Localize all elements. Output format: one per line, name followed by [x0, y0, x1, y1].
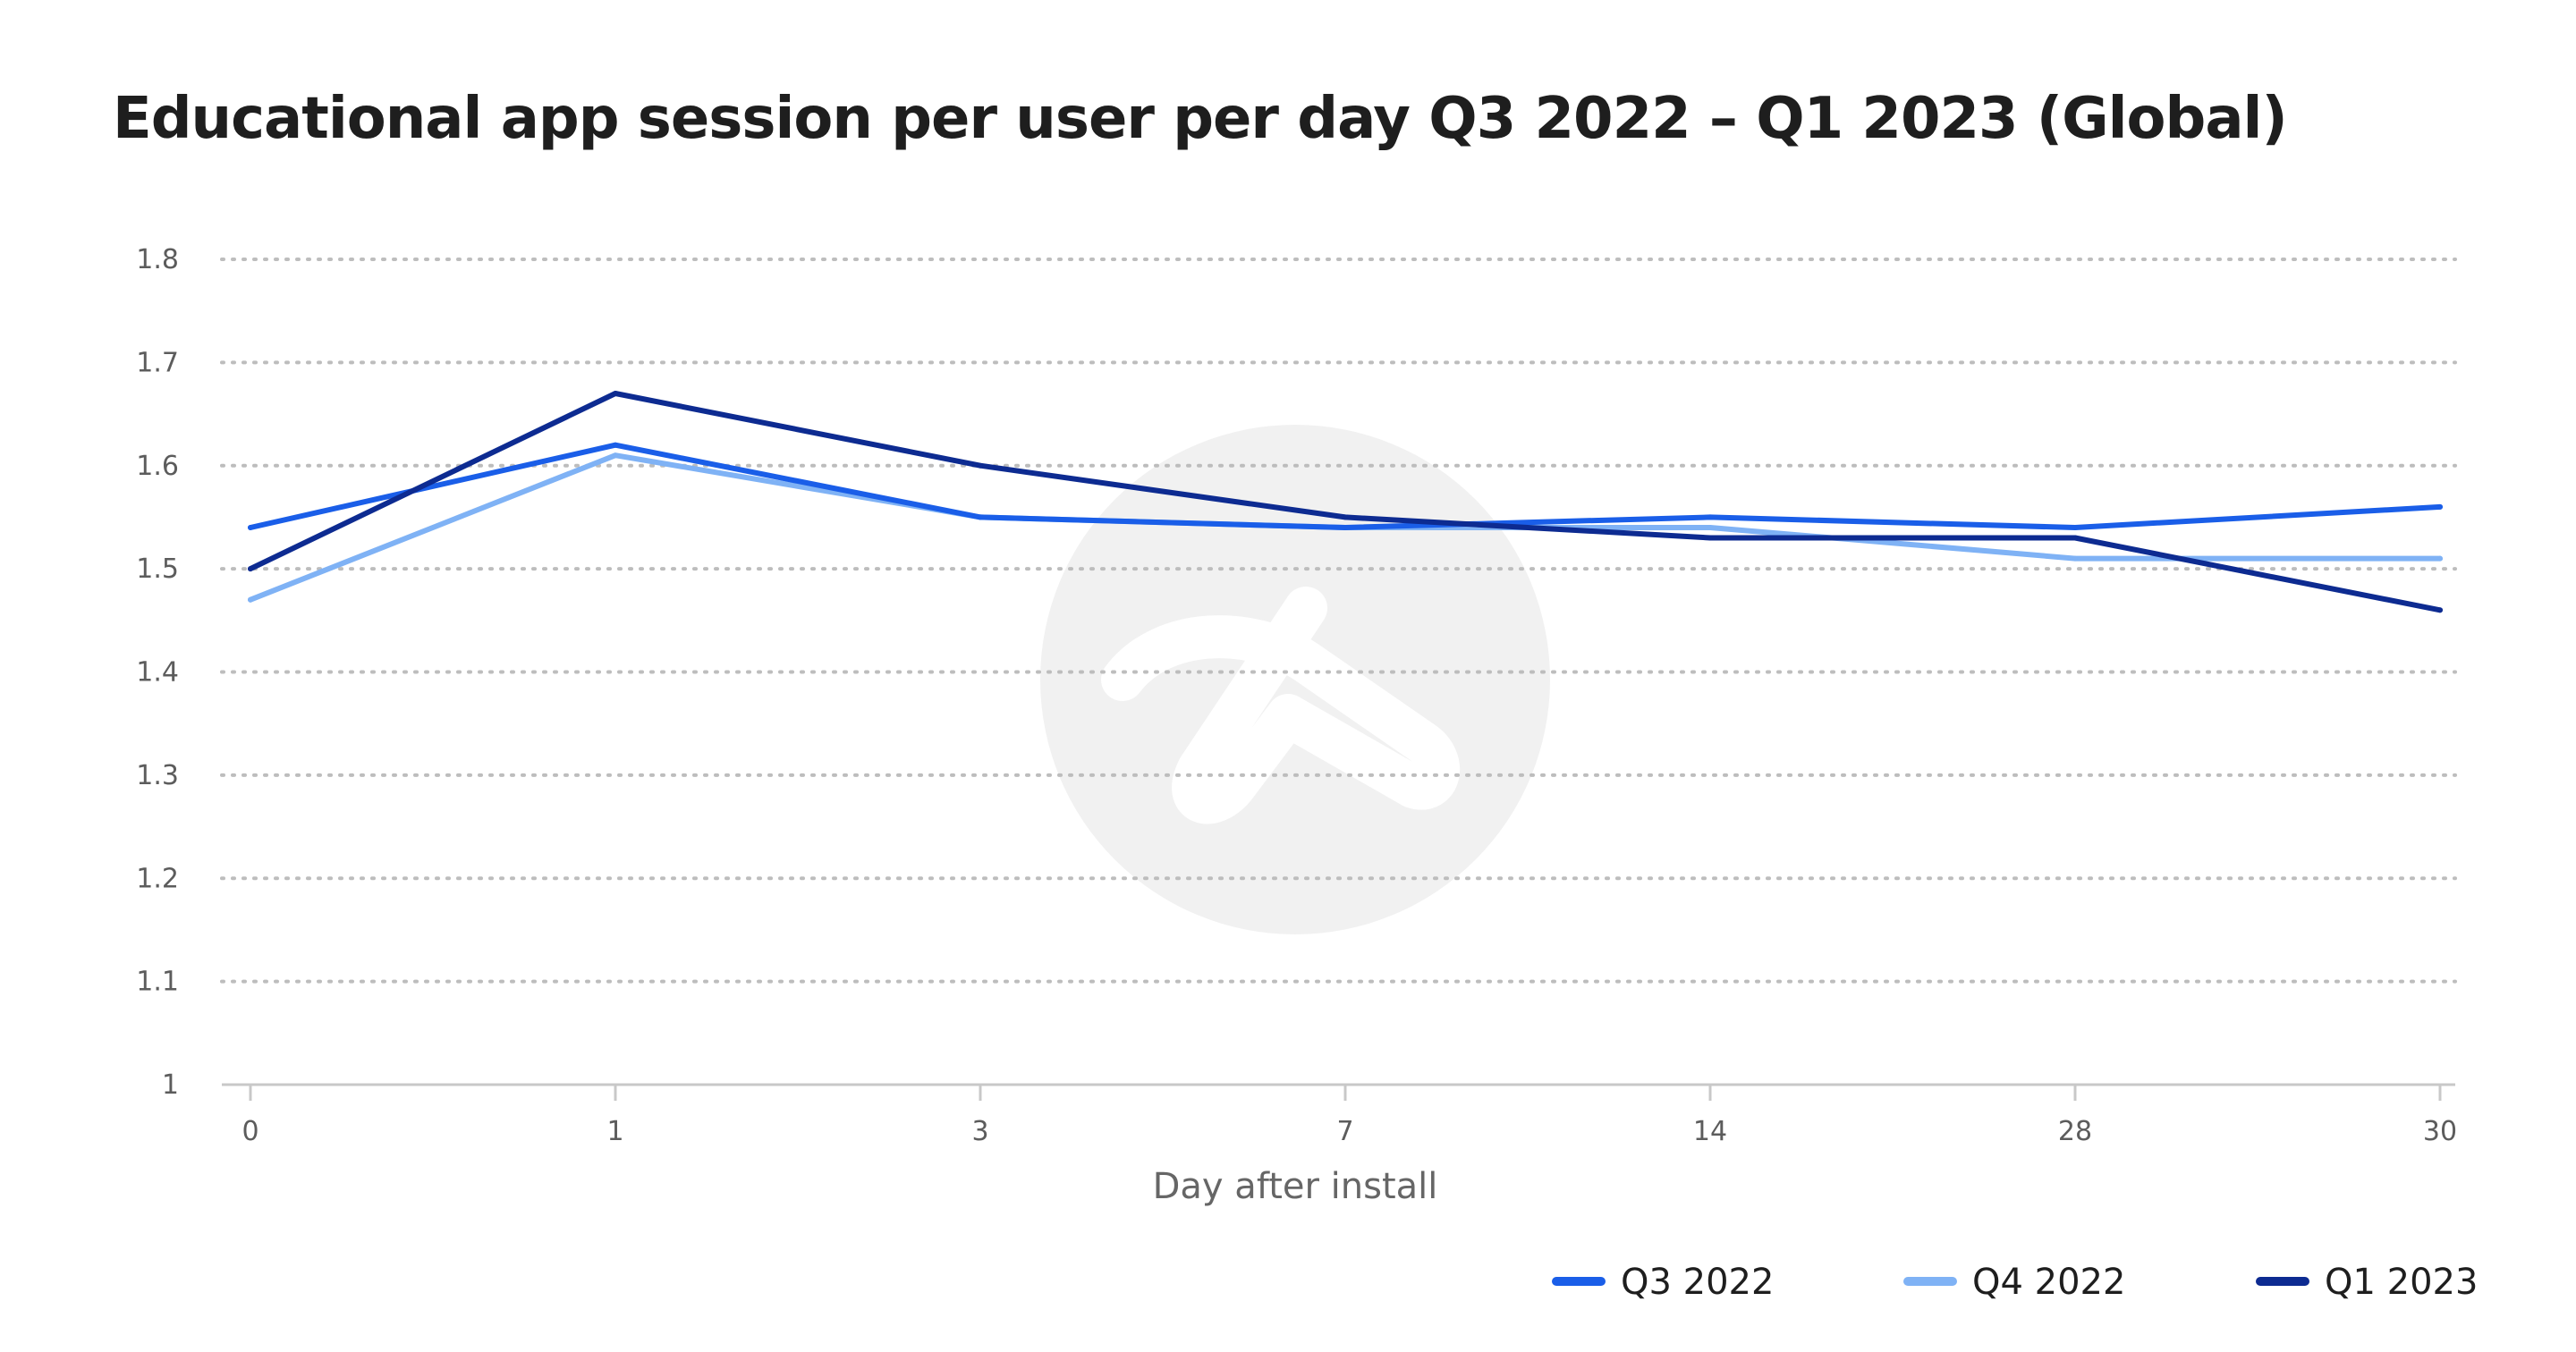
legend: Q3 2022 Q4 2022 Q1 2023: [1552, 1262, 2478, 1303]
data-point: [2072, 525, 2078, 530]
data-point: [2437, 607, 2443, 613]
y-tick-label: 1.6: [136, 451, 179, 482]
chart-title: Educational app session per user per day…: [113, 86, 2288, 152]
x-tick-label: 30: [2423, 1116, 2457, 1147]
legend-item: Q4 2022: [1903, 1262, 2125, 1303]
data-point: [1343, 525, 1348, 530]
data-point: [248, 566, 253, 572]
x-tick-label: 1: [606, 1116, 623, 1147]
legend-label: Q4 2022: [1972, 1262, 2125, 1303]
data-point: [613, 452, 618, 459]
x-axis: 0 1 3 7 14 28 30: [222, 1083, 2457, 1147]
x-tick-label: 3: [971, 1116, 988, 1147]
y-tick-label: 1: [162, 1069, 179, 1101]
y-tick-label: 1.2: [136, 863, 179, 894]
legend-label: Q1 2023: [2325, 1262, 2478, 1303]
data-point: [1707, 535, 1713, 541]
y-tick-label: 1.4: [136, 657, 179, 689]
y-axis: 1 1.1 1.2 1.3 1.4 1.5 1.6 1.7 1.8: [136, 244, 179, 1101]
x-tick-label: 7: [1336, 1116, 1353, 1147]
legend-item: Q1 2023: [2256, 1262, 2478, 1303]
watermark-logo: [1040, 425, 1550, 934]
y-tick-label: 1.1: [136, 967, 179, 998]
series-lines: [248, 391, 2443, 613]
data-point: [2437, 503, 2443, 510]
legend-item: Q3 2022: [1552, 1262, 1774, 1303]
data-point: [2437, 555, 2443, 562]
data-point: [1707, 514, 1713, 520]
y-tick-label: 1.7: [136, 347, 179, 378]
data-point: [613, 391, 618, 396]
data-point: [978, 462, 983, 469]
data-point: [248, 525, 253, 530]
x-tick-label: 14: [1693, 1116, 1727, 1147]
y-tick-label: 1.3: [136, 760, 179, 791]
data-point: [1343, 514, 1348, 520]
data-point: [248, 596, 253, 603]
gridlines: [220, 258, 2457, 984]
x-tick-label: 28: [2058, 1116, 2092, 1147]
data-point: [1707, 525, 1713, 530]
legend-label: Q3 2022: [1621, 1262, 1774, 1303]
data-point: [2072, 535, 2078, 541]
y-tick-label: 1.5: [136, 553, 179, 585]
x-tick-label: 0: [242, 1116, 258, 1147]
y-tick-label: 1.8: [136, 244, 179, 275]
data-point: [2072, 555, 2078, 562]
x-axis-label: Day after install: [1153, 1166, 1438, 1207]
data-point: [978, 514, 983, 520]
data-point: [613, 442, 618, 448]
